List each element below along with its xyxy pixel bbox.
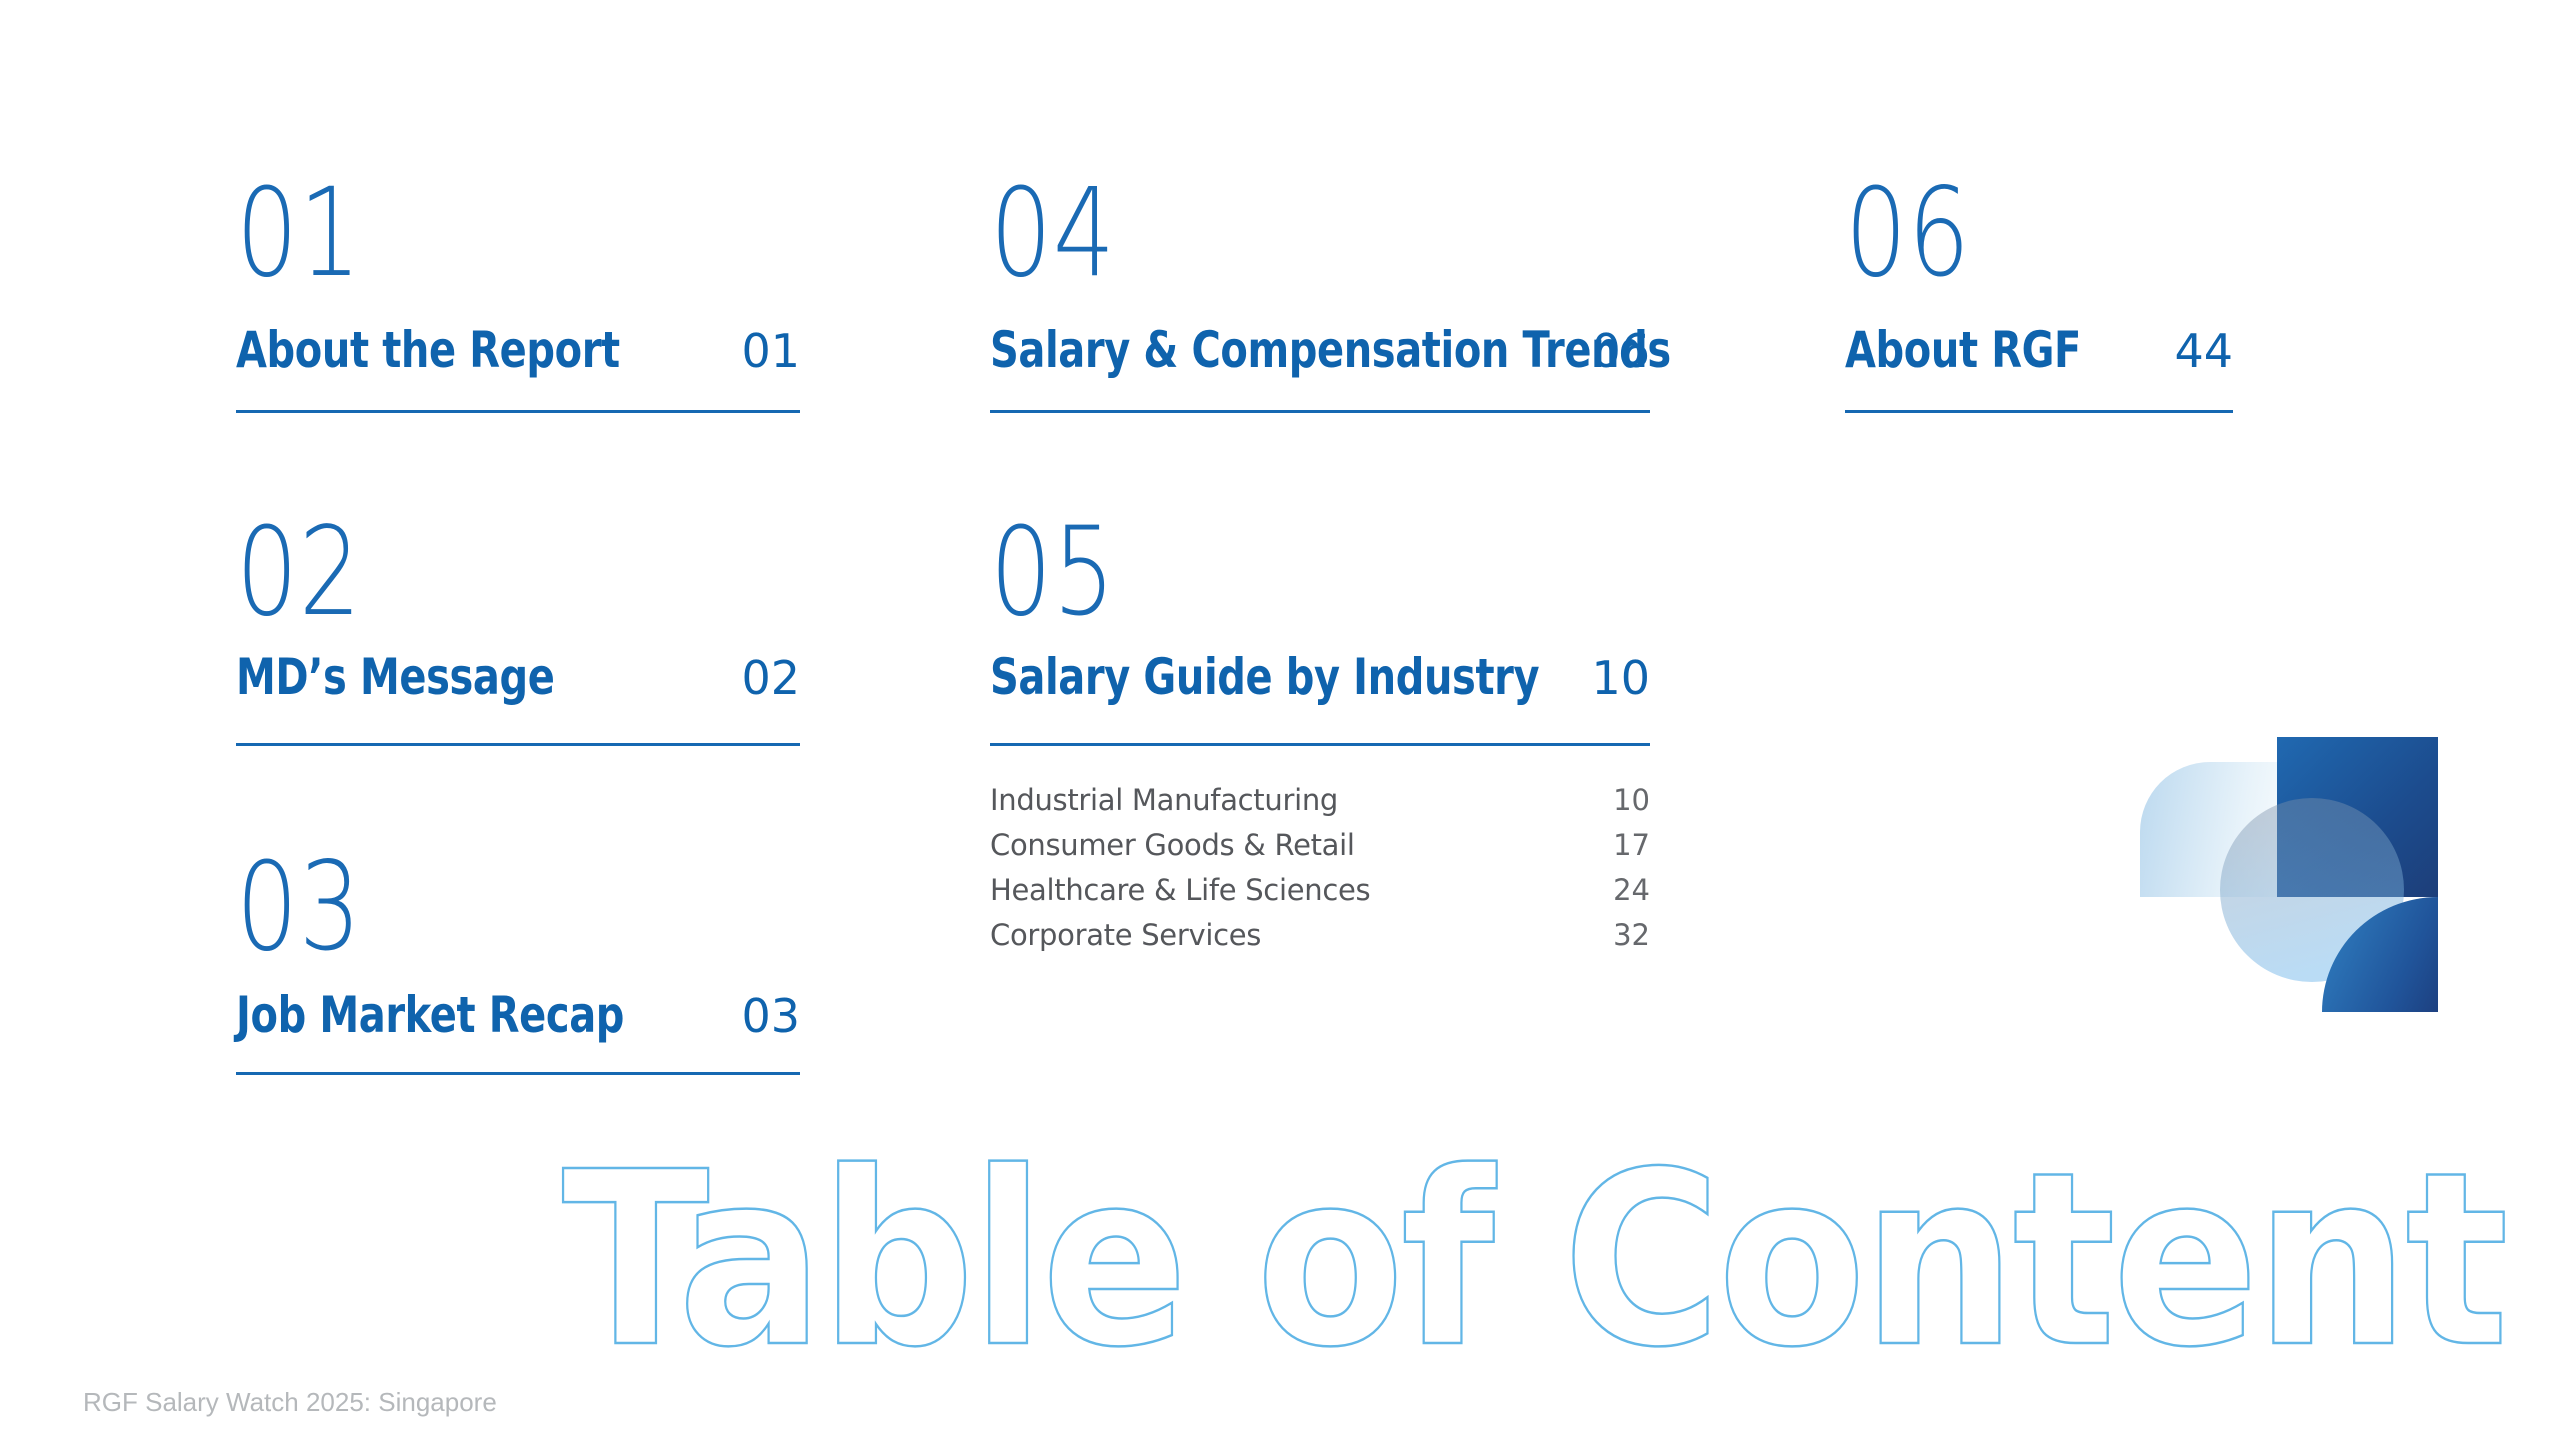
toc-entry-page: 03 — [741, 989, 800, 1043]
industry-sublist: Industrial Manufacturing 10 Consumer Goo… — [990, 778, 1650, 958]
toc-entry-job-market-recap[interactable]: Job Market Recap 03 — [236, 985, 800, 1047]
toc-subentry-consumer-goods-retail[interactable]: Consumer Goods & Retail 17 — [990, 823, 1650, 868]
toc-entry-about-rgf[interactable]: About RGF 44 — [1845, 320, 2233, 382]
toc-entry-title: MD’s Message — [236, 648, 555, 706]
toc-entry-title: About RGF — [1845, 321, 2081, 379]
section-number-05: 05 — [990, 501, 1116, 643]
toc-subentry-page: 17 — [1613, 828, 1650, 862]
watermark-title: Table of Content — [561, 1120, 2510, 1400]
toc-subentry-label: Industrial Manufacturing — [990, 783, 1339, 817]
toc-subentry-industrial-manufacturing[interactable]: Industrial Manufacturing 10 — [990, 778, 1650, 823]
decor-quarter-disc — [2322, 897, 2438, 1012]
toc-subentry-label: Consumer Goods & Retail — [990, 828, 1355, 862]
toc-entry-page: 44 — [2174, 324, 2233, 378]
decor-dark-square — [2277, 737, 2438, 897]
footer-report-title: RGF Salary Watch 2025: Singapore — [83, 1387, 497, 1417]
decor-rounded-rect — [2140, 762, 2278, 897]
toc-subentry-page: 10 — [1613, 783, 1650, 817]
toc-subentry-page: 24 — [1613, 873, 1650, 907]
section-divider — [236, 743, 800, 746]
toc-subentry-corporate-services[interactable]: Corporate Services 32 — [990, 913, 1650, 958]
section-number-04: 04 — [990, 162, 1116, 304]
toc-entry-about-the-report[interactable]: About the Report 01 — [236, 320, 800, 382]
toc-entry-page: 10 — [1591, 651, 1650, 705]
toc-entry-title: Job Market Recap — [236, 986, 625, 1044]
toc-entry-salary-guide-by-industry[interactable]: Salary Guide by Industry 10 — [990, 647, 1650, 709]
section-divider — [1845, 410, 2233, 413]
section-number-03: 03 — [236, 836, 362, 978]
section-divider — [990, 410, 1650, 413]
toc-subentry-label: Healthcare & Life Sciences — [990, 873, 1371, 907]
section-divider — [236, 410, 800, 413]
section-number-01: 01 — [236, 162, 362, 304]
section-number-06: 06 — [1845, 162, 1971, 304]
toc-entry-salary-compensation-trends[interactable]: Salary & Compensation Trends 06 — [990, 320, 1671, 382]
toc-entry-title: About the Report — [236, 321, 620, 379]
toc-subentry-page: 32 — [1613, 918, 1650, 952]
toc-subentry-label: Corporate Services — [990, 918, 1262, 952]
toc-entry-page: 02 — [741, 651, 800, 705]
toc-entry-page: 01 — [741, 324, 800, 378]
toc-entry-page: 06 — [1591, 324, 1650, 378]
toc-entry-title: Salary & Compensation Trends — [990, 321, 1671, 379]
toc-entry-title: Salary Guide by Industry — [990, 648, 1540, 706]
section-divider — [236, 1072, 800, 1075]
toc-subentry-healthcare-life-sciences[interactable]: Healthcare & Life Sciences 24 — [990, 868, 1650, 913]
section-divider — [990, 743, 1650, 746]
section-number-02: 02 — [236, 501, 362, 643]
decor-translucent-circle — [2220, 798, 2404, 982]
toc-entry-mds-message[interactable]: MD’s Message 02 — [236, 647, 800, 709]
